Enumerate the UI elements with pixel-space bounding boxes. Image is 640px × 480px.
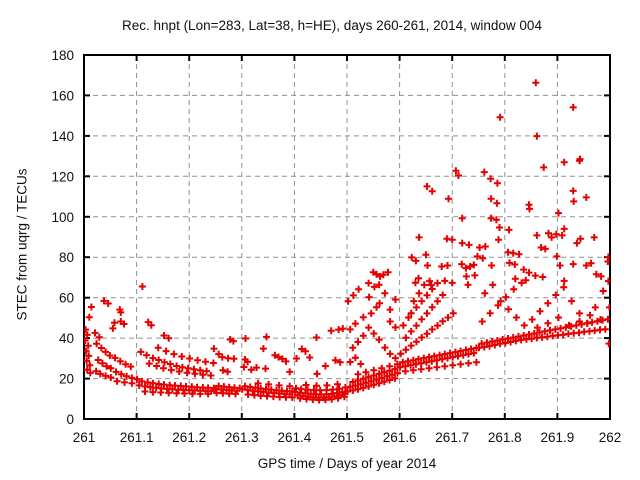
y-tick-label: 120 [51, 169, 74, 184]
y-tick-label: 0 [66, 412, 74, 427]
y-tick-label: 60 [59, 291, 74, 306]
scatter-points [84, 79, 610, 404]
x-tick-label: 261.3 [225, 430, 259, 445]
y-tick-label: 40 [59, 331, 74, 346]
x-tick-label: 261.8 [488, 430, 522, 445]
x-tick-label: 262 [599, 430, 622, 445]
x-tick-label: 261.6 [383, 430, 417, 445]
x-tick-label: 261 [73, 430, 96, 445]
x-tick-label: 261.2 [172, 430, 206, 445]
x-axis-label: GPS time / Days of year 2014 [257, 456, 437, 471]
x-tick-label: 261.4 [278, 430, 312, 445]
y-tick-label: 100 [51, 210, 74, 225]
y-tick-label: 80 [59, 250, 74, 265]
y-tick-label: 180 [51, 48, 74, 63]
x-tick-label: 261.5 [330, 430, 364, 445]
x-tick-labels: 261 261.1 261.2 261.3 261.4 261.5 261.6 261.7 26… [73, 430, 622, 445]
grid-lines [84, 55, 610, 419]
plot-border [83, 54, 611, 420]
x-tick-label: 261.7 [435, 430, 469, 445]
plot-title: Rec. hnpt (Lon=283, Lat=38, h=HE), days … [122, 18, 542, 33]
y-tick-label: 20 [59, 372, 74, 387]
y-tick-labels: 0 20 40 60 80 100 120 140 160 180 [51, 48, 74, 427]
x-tick-label: 261.1 [120, 430, 154, 445]
y-tick-label: 160 [51, 88, 74, 103]
y-tick-label: 140 [51, 129, 74, 144]
x-tick-label: 261.9 [541, 430, 575, 445]
